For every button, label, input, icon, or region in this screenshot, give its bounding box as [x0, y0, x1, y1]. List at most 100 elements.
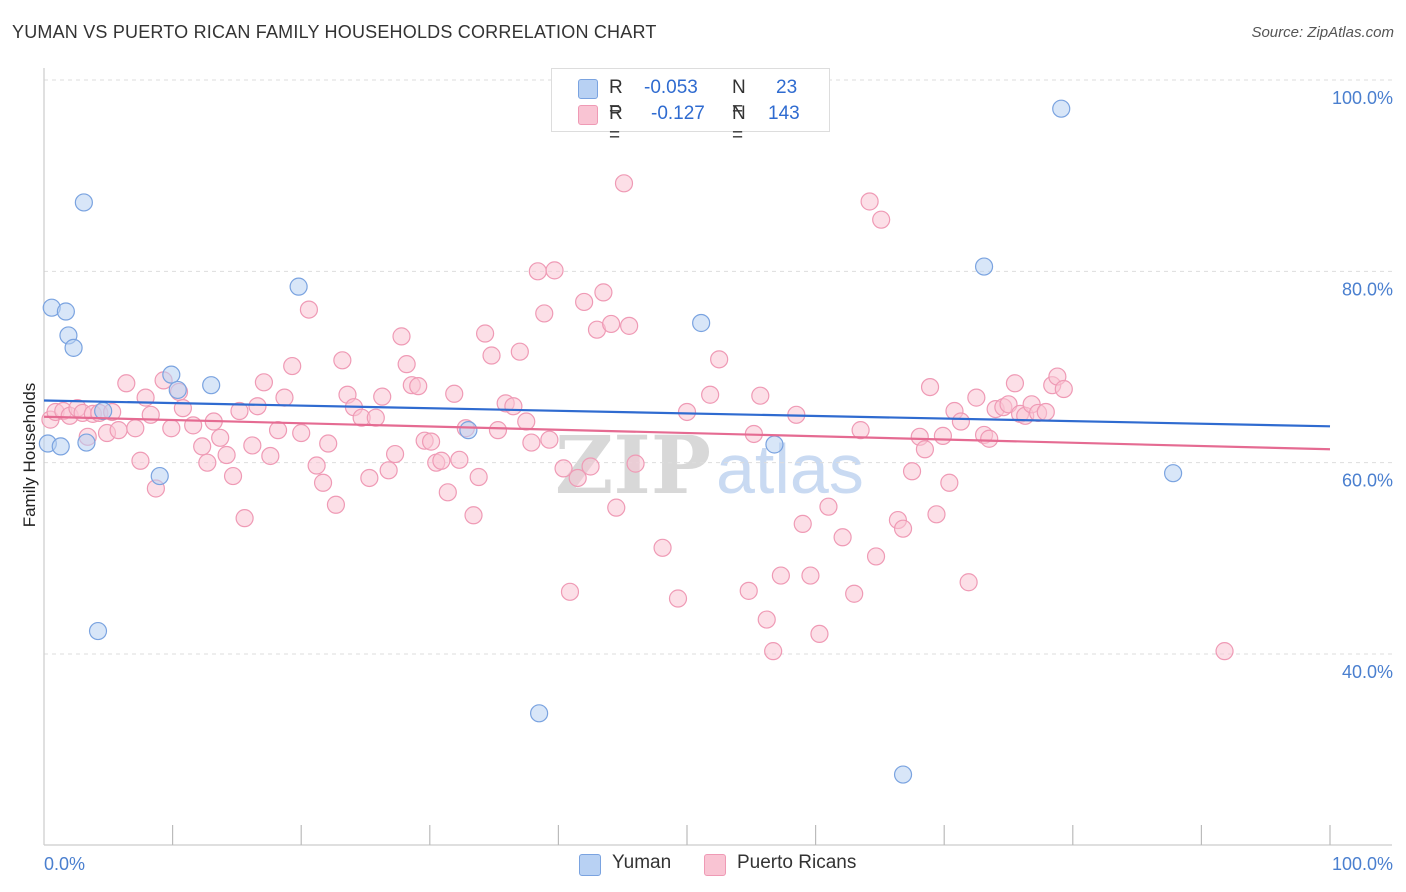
puerto-rican-point	[392, 327, 411, 346]
yuman-points	[38, 99, 1183, 784]
yuman-point	[692, 313, 711, 333]
tick-labels: 40.0% 60.0% 80.0% 100.0% 0.0% 100.0%	[44, 88, 1393, 874]
puerto-rican-point	[397, 355, 416, 374]
yuman-point	[765, 435, 784, 454]
puerto-rican-point	[771, 566, 790, 585]
puerto-rican-point	[594, 283, 613, 302]
x-tick-label: 0.0%	[44, 854, 85, 874]
puerto-rican-point	[793, 514, 812, 533]
puerto-rican-point	[851, 421, 870, 440]
axes	[43, 68, 1392, 846]
puerto-rican-point	[373, 387, 392, 406]
puerto-rican-point	[668, 589, 688, 608]
puerto-rican-point	[540, 430, 559, 449]
puerto-rican-point	[1215, 642, 1234, 661]
puerto-rican-point	[162, 419, 181, 438]
y-tick-label: 100.0%	[1332, 88, 1393, 108]
puerto-rican-point	[607, 498, 626, 517]
yuman-point	[459, 421, 478, 440]
puerto-rican-point	[445, 384, 464, 403]
puerto-rican-point	[614, 174, 634, 193]
puerto-rican-point	[307, 456, 326, 475]
puerto-rican-point	[117, 374, 136, 393]
watermark: ZIP atlas	[555, 418, 864, 512]
puerto-rican-point	[545, 261, 564, 280]
puerto-rican-point	[915, 440, 935, 459]
puerto-rican-point	[568, 468, 587, 488]
puerto-rican-point	[560, 582, 580, 601]
puerto-rican-point	[833, 528, 852, 547]
puerto-rican-point	[535, 304, 554, 323]
puerto-rican-point	[602, 314, 621, 334]
yuman-point	[168, 380, 187, 400]
puerto-rican-point	[366, 408, 385, 427]
y-tick-label: 40.0%	[1342, 662, 1393, 682]
chart-title: YUMAN VS PUERTO RICAN FAMILY HOUSEHOLDS …	[12, 22, 657, 42]
yuman-point	[289, 277, 308, 296]
puerto-rican-point	[235, 509, 254, 528]
puerto-rican-point	[198, 453, 217, 472]
puerto-rican-point	[626, 454, 645, 473]
puerto-rican-point	[464, 506, 483, 525]
r-value: -0.127	[651, 103, 705, 124]
n-value: 143	[768, 103, 800, 124]
r-label: R =	[609, 77, 623, 120]
puerto-rican-point	[528, 262, 547, 281]
puerto-rican-point	[360, 468, 379, 488]
puerto-rican-point	[677, 402, 697, 422]
puerto-rican-point	[751, 386, 770, 405]
puerto-rican-point	[299, 300, 319, 319]
yuman-swatch	[579, 854, 601, 876]
yuman-point	[893, 765, 913, 784]
puerto-rican-point	[141, 405, 160, 424]
puerto-rican-point	[860, 192, 879, 211]
puerto-rican-point	[819, 497, 838, 516]
puerto-rican-point	[920, 377, 940, 397]
yuman-point	[1164, 464, 1183, 483]
puerto-rican-trend-line	[43, 415, 1331, 451]
puerto-rican-point	[739, 581, 758, 600]
puerto-rican-point	[927, 505, 946, 524]
puerto-rican-point	[902, 462, 922, 481]
n-label: N =	[732, 103, 746, 146]
puerto-rican-point	[959, 573, 978, 592]
puerto-rican-point	[522, 433, 541, 452]
puerto-rican-point	[126, 419, 145, 438]
puerto-rican-point	[653, 538, 672, 557]
puerto-rican-point	[248, 397, 267, 416]
yuman-point	[150, 466, 169, 486]
yuman-point	[1052, 99, 1071, 118]
puerto-rican-point	[275, 388, 294, 407]
n-value: 23	[776, 77, 798, 98]
yuman-point	[56, 302, 75, 321]
puerto-rican-point	[379, 461, 398, 480]
puerto-rican-point	[254, 373, 274, 392]
puerto-rican-point	[1005, 374, 1025, 393]
puerto-rican-point	[385, 444, 405, 464]
puerto-rican-point	[701, 385, 720, 404]
y-tick-label: 80.0%	[1342, 279, 1393, 299]
puerto-rican-point	[230, 401, 249, 421]
puerto-rican-point	[283, 356, 302, 376]
puerto-rican-point	[757, 610, 776, 629]
puerto-rican-point	[866, 547, 886, 566]
puerto-rican-point	[109, 421, 128, 440]
puerto-rican-point	[432, 451, 451, 470]
puerto-rican-point	[951, 412, 971, 431]
n-label: N =	[732, 77, 746, 120]
puerto-rican-point	[292, 423, 311, 443]
puerto-rican-point	[261, 446, 280, 466]
puerto-rican-point	[211, 428, 230, 447]
puerto-rican-point	[933, 426, 953, 445]
puerto-rican-point	[517, 412, 536, 431]
puerto-rican-point	[801, 566, 820, 585]
puerto-rican-point	[488, 421, 508, 440]
puerto-rican-point	[581, 457, 600, 476]
source-credit: Source: ZipAtlas.com	[1251, 24, 1394, 41]
puerto-swatch	[578, 105, 598, 125]
puerto-rican-point	[764, 642, 783, 661]
yuman-swatch	[578, 79, 598, 99]
puerto-rican-point	[1036, 402, 1055, 422]
puerto-rican-point	[504, 397, 523, 416]
